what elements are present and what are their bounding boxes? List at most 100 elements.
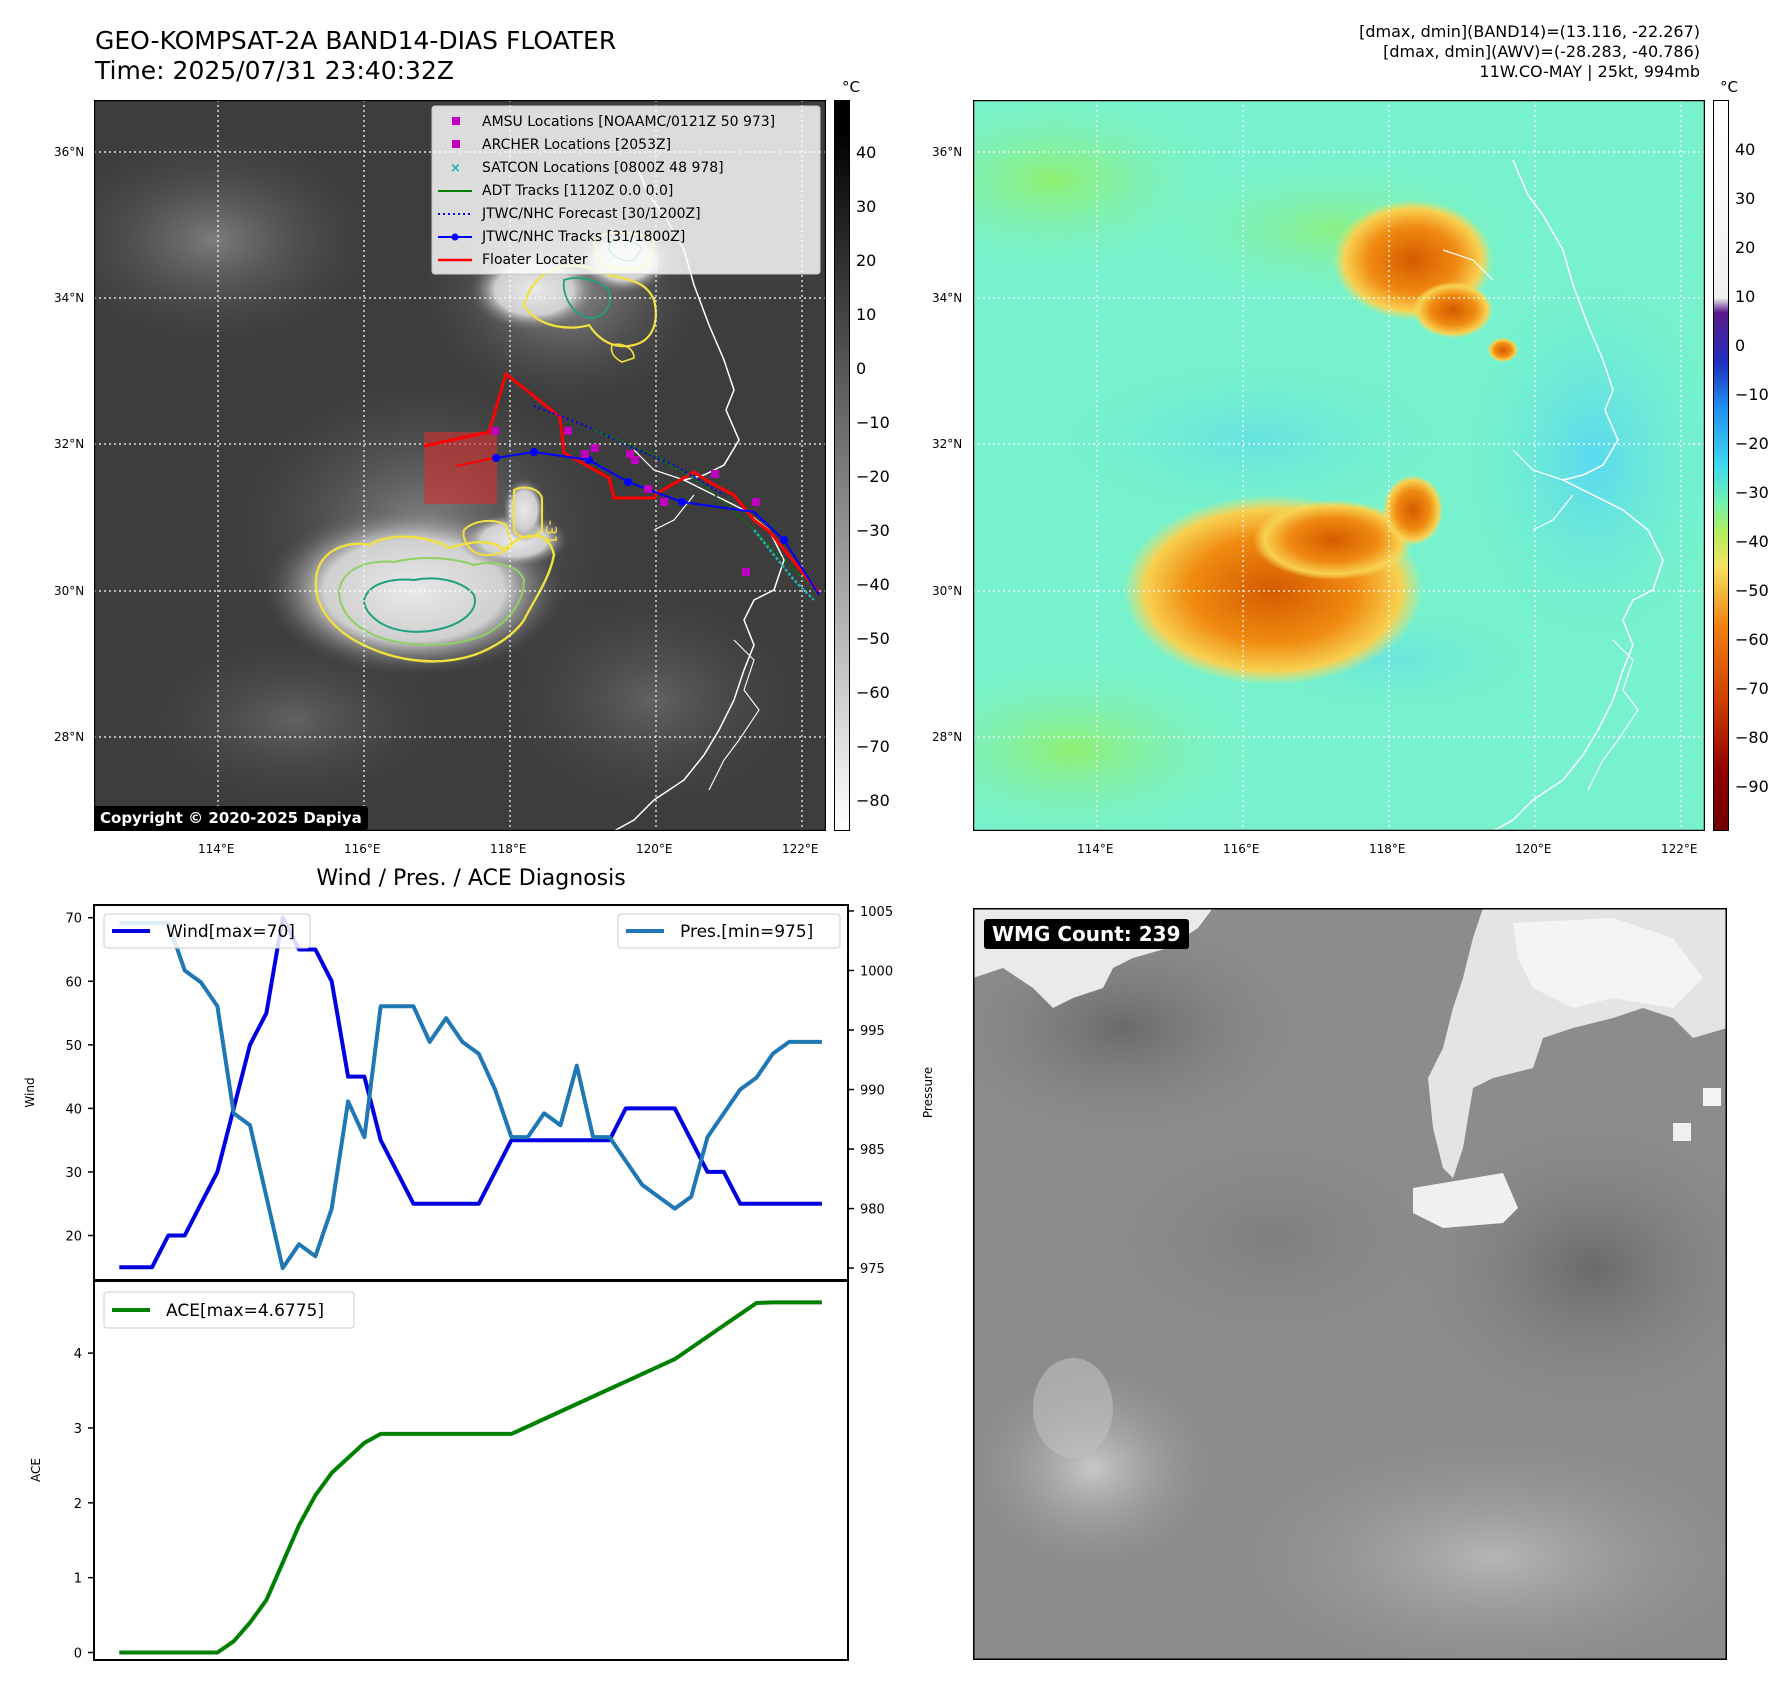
wv-tick: −10 bbox=[1735, 385, 1769, 404]
wv-tick: 10 bbox=[1735, 287, 1756, 306]
wv-lon-116: 116°E bbox=[1223, 842, 1260, 856]
wind-ytick-label: 70 bbox=[65, 912, 82, 927]
ace-ytick-label: 3 bbox=[74, 1422, 82, 1437]
wv-lat-36: 36°N bbox=[932, 145, 963, 159]
wind-ytick-label: 50 bbox=[65, 1039, 82, 1054]
wv-tick: 40 bbox=[1735, 140, 1756, 159]
wind-plot-frame bbox=[93, 904, 849, 1281]
ir-lon-118: 118°E bbox=[490, 842, 527, 856]
ir-tick: 0 bbox=[856, 359, 867, 378]
ir-tick: −20 bbox=[856, 467, 890, 486]
wv-lat-34: 34°N bbox=[932, 291, 963, 305]
wv-tick: −50 bbox=[1735, 581, 1769, 600]
wv-tick: −20 bbox=[1735, 434, 1769, 453]
title-line-2: Time: 2025/07/31 23:40:32Z bbox=[95, 56, 454, 85]
wind-ytick-label: 40 bbox=[65, 1102, 82, 1117]
title-line-1: GEO-KOMPSAT-2A BAND14-DIAS FLOATER bbox=[95, 26, 617, 55]
pressure-series-line bbox=[119, 920, 822, 1271]
copyright-badge: Copyright © 2020-2025 Dapiya bbox=[94, 806, 368, 830]
info-line-3: 11W.CO-MAY | 25kt, 994mb bbox=[1479, 62, 1700, 81]
ir-lon-120: 120°E bbox=[636, 842, 673, 856]
ir-map: -31 × AMSU Locations [NOAAMC/0121Z 50 97… bbox=[94, 100, 826, 831]
wv-tick: 30 bbox=[1735, 189, 1756, 208]
ir-colorbar-unit: °C bbox=[842, 78, 860, 96]
pressure-ytick-label: 1000 bbox=[860, 964, 893, 979]
pressure-legend-label: Pres.[min=975] bbox=[680, 922, 813, 942]
ir-lon-114: 114°E bbox=[198, 842, 235, 856]
pressure-ytick-label: 995 bbox=[860, 1024, 885, 1039]
ir-tick: −80 bbox=[856, 791, 890, 810]
ir-tick: 10 bbox=[856, 305, 877, 324]
wv-colorbar-unit: °C bbox=[1720, 78, 1738, 96]
legend-satcon: SATCON Locations [0800Z 48 978] bbox=[482, 160, 724, 176]
wv-tick: −40 bbox=[1735, 532, 1769, 551]
ir-lat-34: 34°N bbox=[54, 291, 85, 305]
ir-tick: −60 bbox=[856, 683, 890, 702]
diagnosis-title: Wind / Pres. / ACE Diagnosis bbox=[316, 866, 626, 891]
wv-lon-118: 118°E bbox=[1369, 842, 1406, 856]
wv-lon-122: 122°E bbox=[1661, 842, 1698, 856]
ir-lat-36: 36°N bbox=[54, 145, 85, 159]
wv-tick: −70 bbox=[1735, 679, 1769, 698]
wmg-panel bbox=[973, 908, 1727, 1660]
legend-floater: Floater Locater bbox=[482, 252, 588, 268]
pressure-ytick-label: 990 bbox=[860, 1084, 885, 1099]
legend-jtwc-forecast: JTWC/NHC Forecast [30/1200Z] bbox=[481, 206, 701, 222]
wv-colorbar bbox=[1713, 100, 1729, 831]
wind-legend-box bbox=[103, 913, 311, 949]
ace-ytick-label: 4 bbox=[74, 1347, 82, 1362]
wv-tick: 0 bbox=[1735, 336, 1746, 355]
wind-ytick-label: 30 bbox=[65, 1166, 82, 1181]
ir-lon-122: 122°E bbox=[782, 842, 819, 856]
pressure-ytick-label: 985 bbox=[860, 1143, 885, 1158]
ace-axis-label: ACE bbox=[29, 1458, 43, 1482]
wv-tick: −90 bbox=[1735, 777, 1769, 796]
ace-series-line bbox=[119, 1300, 822, 1655]
jtwc-forecast-track bbox=[533, 405, 725, 496]
ir-lat-32: 32°N bbox=[54, 437, 85, 451]
legend-jtwc-tracks: JTWC/NHC Tracks [31/1800Z] bbox=[481, 229, 685, 245]
pressure-axis-label: Pressure bbox=[921, 1067, 935, 1118]
pressure-ytick-label: 1005 bbox=[860, 905, 893, 920]
wv-tick: −30 bbox=[1735, 483, 1769, 502]
wind-pressure-chart: 20 30 40 50 60 70 975 980 985 990 995 1000 1005 Wind P… bbox=[23, 904, 935, 1281]
svg-text:×: × bbox=[450, 161, 461, 176]
ir-tick: −30 bbox=[856, 521, 890, 540]
ir-tick: 30 bbox=[856, 197, 877, 216]
legend-archer: ARCHER Locations [2053Z] bbox=[482, 137, 671, 153]
chart-title: GEO-KOMPSAT-2A BAND14-DIAS FLOATER Time:… bbox=[95, 26, 616, 86]
pressure-ytick-label: 975 bbox=[860, 1262, 885, 1277]
ir-tick: −50 bbox=[856, 629, 890, 648]
wv-lat-30: 30°N bbox=[932, 584, 963, 598]
wv-lon-114: 114°E bbox=[1077, 842, 1114, 856]
legend-amsu: AMSU Locations [NOAAMC/0121Z 50 973] bbox=[482, 114, 775, 130]
wv-lat-32: 32°N bbox=[932, 437, 963, 451]
wv-lon-120: 120°E bbox=[1515, 842, 1552, 856]
legend-adt: ADT Tracks [1120Z 0.0 0.0] bbox=[482, 183, 673, 199]
contour-label: -31 bbox=[542, 520, 560, 545]
info-line-1: [dmax, dmin](BAND14)=(13.116, -22.267) bbox=[1359, 22, 1700, 41]
jtwc-track bbox=[495, 450, 820, 596]
ir-tick: −70 bbox=[856, 737, 890, 756]
ace-ytick-label: 0 bbox=[74, 1647, 82, 1662]
wv-lat-28: 28°N bbox=[932, 730, 963, 744]
info-block: [dmax, dmin](BAND14)=(13.116, -22.267) [… bbox=[1359, 22, 1700, 82]
wv-map bbox=[973, 100, 1705, 831]
ace-ytick-label: 1 bbox=[74, 1572, 82, 1587]
wind-legend-label: Wind[max=70] bbox=[166, 922, 295, 942]
ace-legend-box bbox=[103, 1291, 355, 1329]
pressure-ytick-label: 980 bbox=[860, 1203, 885, 1218]
ace-ytick-label: 2 bbox=[74, 1497, 82, 1512]
ace-legend-label: ACE[max=4.6775] bbox=[166, 1301, 324, 1321]
wind-ytick-label: 60 bbox=[65, 975, 82, 990]
ir-lat-28: 28°N bbox=[54, 730, 85, 744]
wind-series-line bbox=[119, 915, 822, 1270]
ir-lat-30: 30°N bbox=[54, 584, 85, 598]
pressure-legend-box bbox=[617, 913, 841, 949]
ir-tick: 20 bbox=[856, 251, 877, 270]
wind-axis-label: Wind bbox=[23, 1077, 37, 1107]
wv-tick: −60 bbox=[1735, 630, 1769, 649]
map-legend: × AMSU Locations [NOAAMC/0121Z 50 973] A… bbox=[431, 105, 821, 275]
ir-lon-116: 116°E bbox=[344, 842, 381, 856]
ir-tick: 40 bbox=[856, 143, 877, 162]
